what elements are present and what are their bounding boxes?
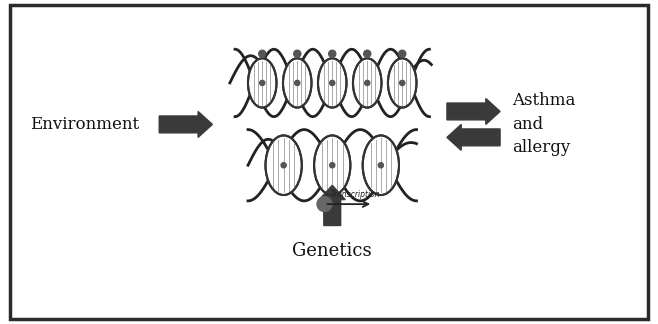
- Text: Genetics: Genetics: [292, 242, 372, 260]
- Ellipse shape: [314, 135, 350, 195]
- FancyArrow shape: [447, 124, 500, 150]
- Text: Environment: Environment: [30, 116, 139, 133]
- Ellipse shape: [265, 135, 302, 195]
- FancyBboxPatch shape: [10, 5, 648, 319]
- Circle shape: [259, 50, 266, 57]
- Ellipse shape: [388, 58, 417, 108]
- Circle shape: [378, 163, 384, 168]
- Circle shape: [260, 80, 265, 86]
- FancyArrow shape: [319, 185, 345, 226]
- Circle shape: [399, 80, 405, 86]
- Ellipse shape: [318, 58, 347, 108]
- Circle shape: [330, 163, 335, 168]
- Circle shape: [330, 80, 335, 86]
- Circle shape: [317, 197, 332, 212]
- Circle shape: [295, 80, 300, 86]
- Circle shape: [365, 80, 370, 86]
- Ellipse shape: [353, 58, 382, 108]
- FancyArrow shape: [447, 98, 500, 124]
- Circle shape: [293, 50, 301, 57]
- Ellipse shape: [283, 58, 311, 108]
- Circle shape: [364, 50, 371, 57]
- Text: Asthma
and
allergy: Asthma and allergy: [512, 92, 575, 156]
- Circle shape: [329, 50, 336, 57]
- Circle shape: [399, 50, 406, 57]
- Text: Transcription: Transcription: [331, 190, 380, 199]
- Ellipse shape: [363, 135, 399, 195]
- Ellipse shape: [248, 58, 276, 108]
- Circle shape: [281, 163, 286, 168]
- FancyArrow shape: [159, 111, 213, 137]
